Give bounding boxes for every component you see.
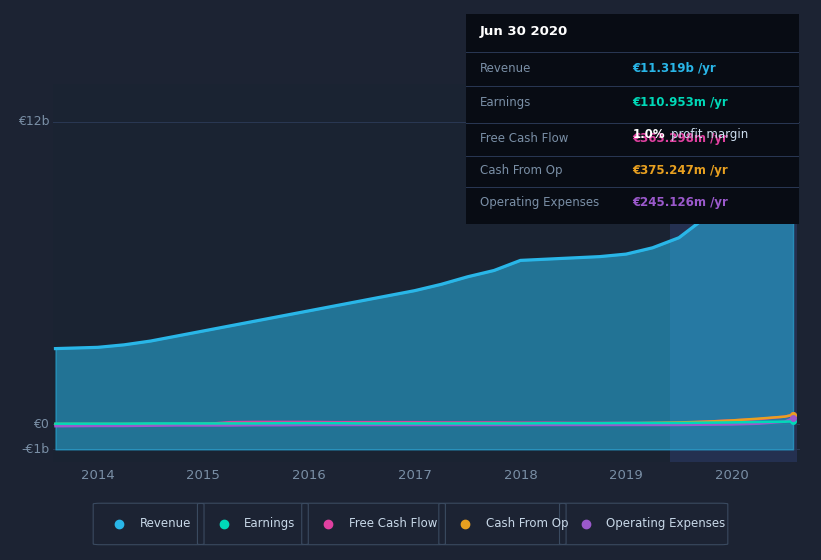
Text: Operating Expenses: Operating Expenses	[479, 195, 599, 209]
Text: Earnings: Earnings	[479, 96, 531, 109]
Text: €245.126m /yr: €245.126m /yr	[632, 195, 728, 209]
Text: Free Cash Flow: Free Cash Flow	[479, 132, 568, 144]
Text: 1.0%: 1.0%	[632, 128, 665, 142]
Text: €110.953m /yr: €110.953m /yr	[632, 96, 728, 109]
Text: profit margin: profit margin	[671, 128, 748, 142]
Text: Revenue: Revenue	[140, 517, 191, 530]
Text: €363.298m /yr: €363.298m /yr	[632, 132, 728, 144]
Text: €375.247m /yr: €375.247m /yr	[632, 164, 728, 177]
Text: €12b: €12b	[18, 115, 49, 128]
Text: Free Cash Flow: Free Cash Flow	[349, 517, 437, 530]
Bar	[671, 84, 797, 462]
Text: Jun 30 2020: Jun 30 2020	[479, 25, 568, 38]
Text: €0: €0	[34, 418, 49, 431]
Text: Earnings: Earnings	[245, 517, 296, 530]
Text: €11.319b /yr: €11.319b /yr	[632, 62, 717, 75]
Text: Cash From Op: Cash From Op	[486, 517, 568, 530]
Text: Revenue: Revenue	[479, 62, 531, 75]
Text: Cash From Op: Cash From Op	[479, 164, 562, 177]
Text: -€1b: -€1b	[21, 443, 49, 456]
Text: Operating Expenses: Operating Expenses	[606, 517, 726, 530]
